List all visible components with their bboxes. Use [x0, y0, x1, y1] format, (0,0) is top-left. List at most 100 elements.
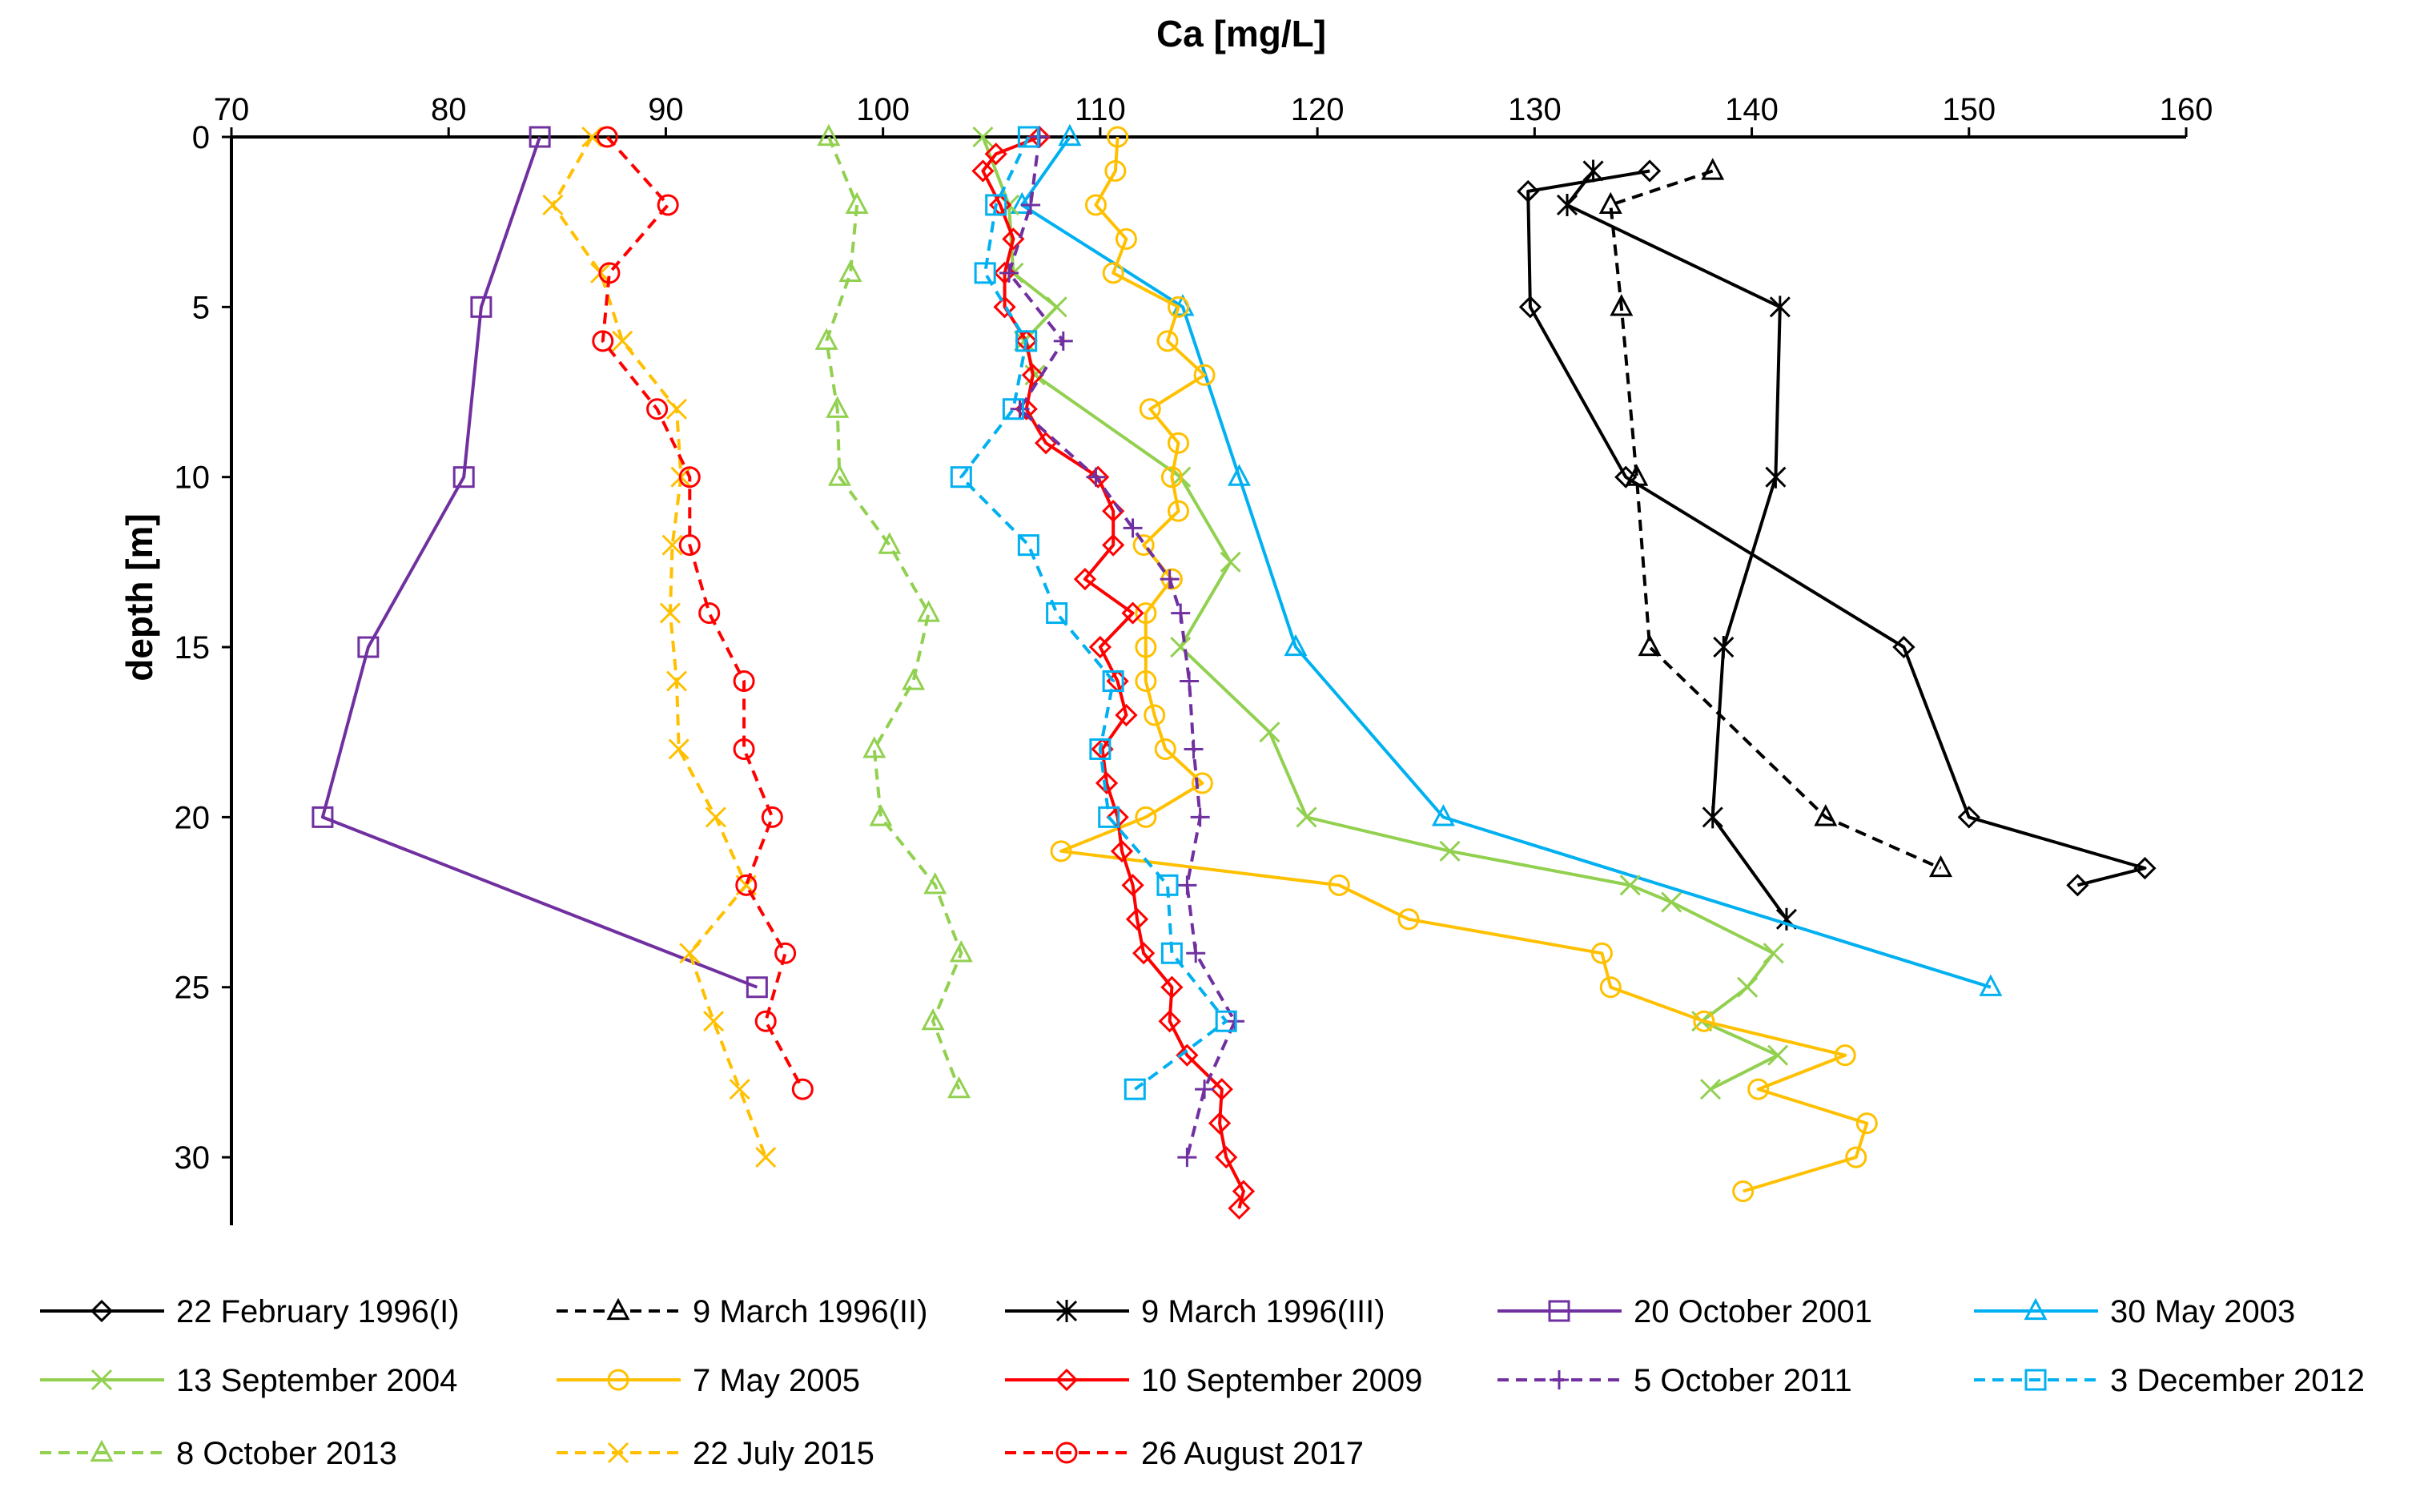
data-point — [1115, 703, 1138, 727]
data-point — [733, 670, 755, 692]
data-point — [733, 738, 755, 760]
data-point — [1693, 1010, 1715, 1032]
data-point — [1765, 465, 1787, 489]
data-point — [1215, 1010, 1237, 1032]
data-point — [1171, 603, 1191, 623]
data-point — [1834, 1044, 1856, 1067]
data-point — [1590, 942, 1613, 964]
series-line — [1566, 170, 1788, 920]
data-point — [1135, 670, 1157, 692]
x-tick-label: 130 — [1508, 92, 1562, 127]
series-2 — [1598, 158, 1953, 878]
data-point — [1168, 296, 1190, 318]
data-point — [1184, 739, 1204, 759]
data-point — [1625, 464, 1649, 486]
data-point — [1232, 1180, 1256, 1203]
data-point — [1582, 159, 1604, 183]
data-point — [817, 123, 841, 147]
y-tick-label: 15 — [175, 630, 211, 666]
data-point — [1010, 191, 1034, 215]
data-point — [1518, 296, 1542, 319]
data-point — [993, 296, 1016, 319]
data-point — [1160, 569, 1180, 589]
data-point — [1139, 398, 1161, 420]
data-point — [972, 126, 994, 148]
data-point — [1107, 126, 1129, 148]
legend-label: 3 December 2012 — [2110, 1363, 2365, 1398]
data-point — [1089, 738, 1112, 760]
legend: 22 February 1996(I) 9 March 1996(II) 9 Mar… — [40, 1294, 2365, 1471]
data-point — [1084, 194, 1107, 216]
data-point — [1701, 158, 1725, 180]
data-point — [1110, 839, 1134, 863]
legend-label: 22 July 2015 — [693, 1436, 874, 1471]
data-point — [661, 534, 683, 556]
legend-label: 30 May 2003 — [2110, 1294, 2295, 1329]
legend-marker — [90, 1439, 114, 1462]
legend-item: 9 March 1996(II) — [557, 1294, 927, 1329]
data-point — [761, 806, 783, 828]
data-point — [1814, 804, 1838, 826]
legend-marker — [1550, 1370, 1569, 1389]
series-line — [981, 136, 1780, 1091]
data-point — [1186, 943, 1206, 963]
legend-marker — [90, 1299, 114, 1323]
legend-marker — [606, 1297, 630, 1321]
legend-label: 26 August 2017 — [1141, 1436, 1364, 1471]
data-point — [1010, 399, 1030, 419]
data-point — [698, 602, 721, 625]
data-point — [827, 464, 851, 486]
data-point — [1177, 1148, 1197, 1168]
series-3 — [1556, 159, 1798, 931]
data-point — [1855, 1112, 1878, 1135]
data-point — [1191, 772, 1213, 794]
data-point — [735, 874, 758, 896]
data-point — [1053, 331, 1073, 351]
x-tick-label: 100 — [856, 92, 910, 127]
y-tick-label: 20 — [175, 800, 211, 835]
data-point — [1227, 464, 1251, 486]
data-point — [1747, 1078, 1770, 1100]
y-tick-label: 25 — [175, 971, 211, 1006]
legend-item: 22 February 1996(I) — [40, 1294, 460, 1329]
data-point — [1002, 398, 1024, 420]
data-point — [950, 466, 972, 489]
data-point — [703, 1011, 725, 1032]
data-point — [1160, 942, 1183, 964]
data-point — [646, 398, 669, 420]
data-point — [542, 194, 564, 215]
series-13 — [592, 126, 814, 1100]
data-point — [659, 602, 681, 624]
series-line — [320, 136, 758, 989]
data-point — [1599, 976, 1622, 999]
data-point — [1017, 534, 1039, 557]
legend-item: 8 October 2013 — [40, 1436, 397, 1471]
data-point — [581, 126, 603, 148]
y-tick-label: 30 — [175, 1140, 211, 1176]
legend-label: 8 October 2013 — [176, 1436, 397, 1471]
series-7 — [1050, 126, 1878, 1203]
data-point — [814, 328, 838, 350]
data-point — [1763, 943, 1784, 964]
data-point — [668, 738, 689, 760]
series-line — [1020, 135, 1992, 989]
series-1 — [1517, 159, 2157, 897]
data-point — [1228, 1196, 1251, 1220]
x-tick-label: 80 — [431, 92, 467, 127]
data-point — [1610, 294, 1634, 316]
legend-marker — [2024, 1369, 2047, 1391]
y-tick-label: 10 — [175, 460, 211, 496]
legend-marker — [90, 1369, 113, 1391]
y-tick-label: 5 — [192, 290, 210, 325]
x-tick-label: 160 — [2160, 92, 2213, 127]
data-point — [1431, 804, 1455, 826]
data-point — [1892, 635, 1915, 659]
data-point — [902, 668, 926, 690]
data-point — [705, 806, 726, 828]
data-point — [1215, 1145, 1238, 1169]
series-line — [551, 136, 768, 1158]
data-point — [1193, 364, 1216, 386]
legend-marker — [1548, 1300, 1570, 1322]
data-point — [1046, 602, 1068, 625]
